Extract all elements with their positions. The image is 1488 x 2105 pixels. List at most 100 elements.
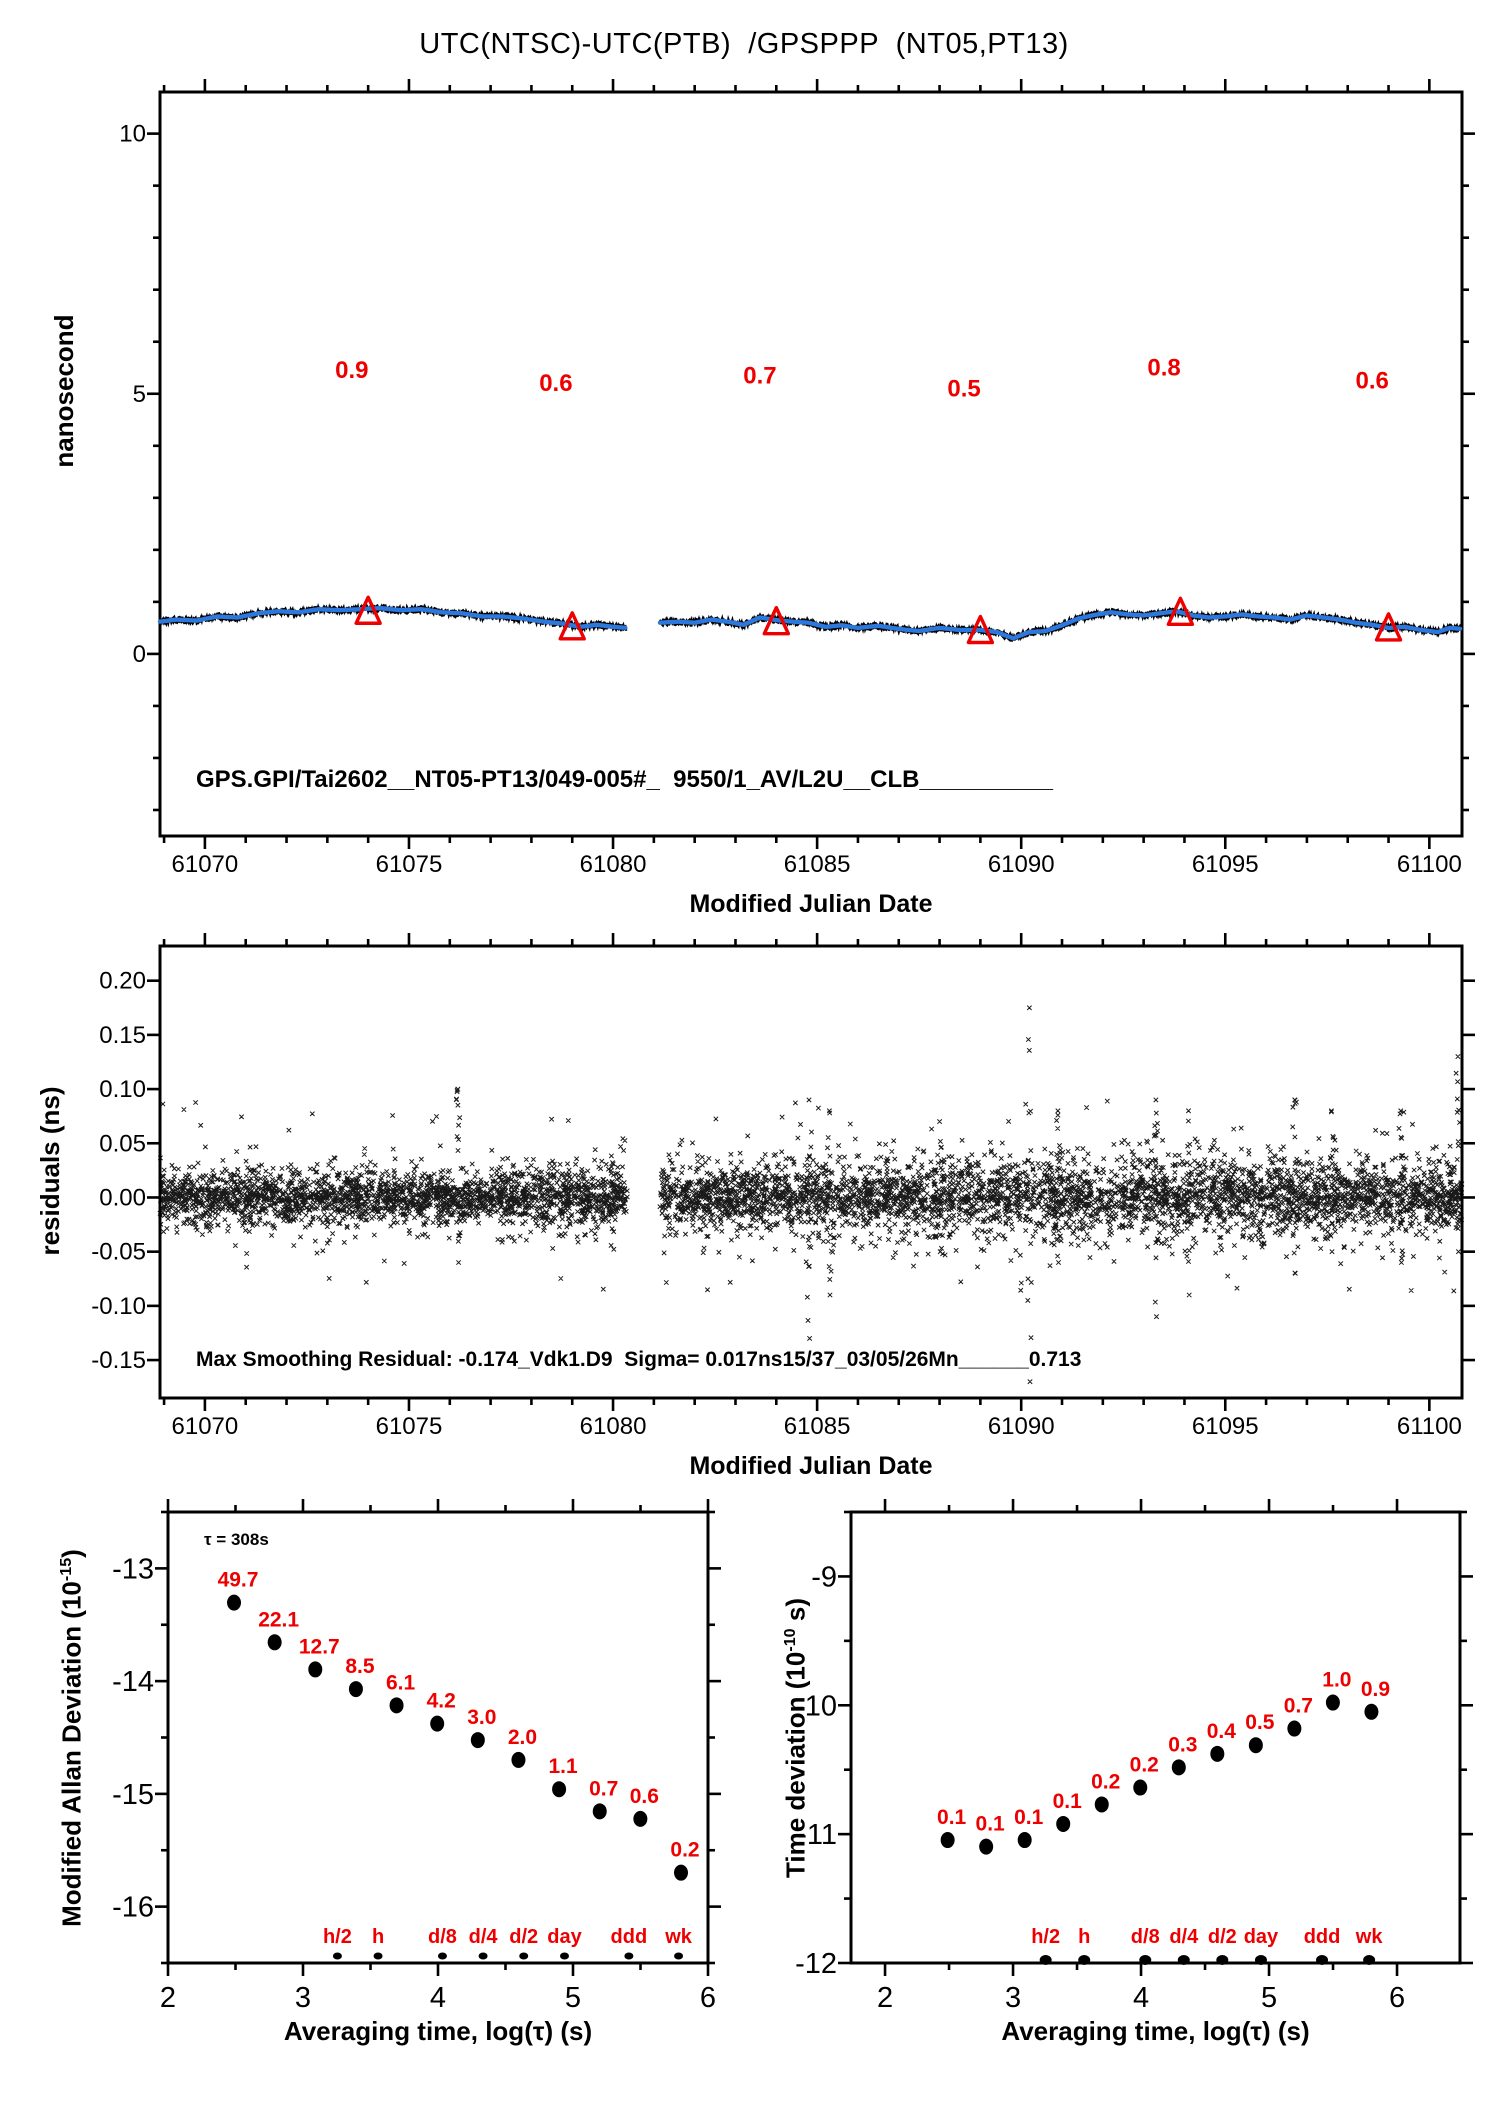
residual-scatter-markers [157, 1005, 1465, 1385]
y-tick-label: 0.15 [99, 1022, 146, 1049]
time-span-label: d/2 [509, 1926, 538, 1948]
time-span-label: day [1244, 1926, 1279, 1948]
figure-title: UTC(NTSC)-UTC(PTB) /GPSPPP (NT05,PT13) [419, 28, 1069, 60]
link-value-label: 0.5 [947, 375, 980, 402]
middle-panel: 61070 61075 61080 61085 61090 61095 61100 -0.15… [91, 933, 1475, 1440]
time-span-label: d/2 [1208, 1926, 1237, 1948]
deviation-point [633, 1810, 648, 1827]
deviation-point [674, 1864, 688, 1881]
axis-frame [158, 90, 1464, 838]
deviation-value-label: 22.1 [258, 1608, 299, 1631]
time-span-label: h [372, 1926, 384, 1948]
tau-annotation: τ = 308s [204, 1530, 269, 1549]
deviation-point [1056, 1815, 1071, 1832]
time-span-dot [478, 1952, 488, 1960]
y-tick-label: -0.05 [91, 1239, 146, 1266]
x-tick-label: 3 [1005, 1982, 1021, 2014]
deviation-value-label: 0.1 [1014, 1806, 1044, 1829]
x-tick-label: 61100 [1397, 851, 1462, 878]
time-span-dot [519, 1952, 529, 1960]
link-value-label: 0.8 [1147, 355, 1180, 382]
bottom-right-panel-xlabel: Averaging time, log(τ) (s) [1001, 2016, 1310, 2046]
smoothing-annotation: Max Smoothing Residual: -0.174_Vdk1.D9 S… [196, 1348, 1082, 1371]
x-tick-label: 61070 [172, 1413, 239, 1440]
calibration-triangle-marker [354, 595, 382, 625]
deviation-value-label: 12.7 [299, 1635, 340, 1658]
deviation-point [552, 1781, 567, 1798]
deviation-value-label: 1.0 [1322, 1669, 1351, 1692]
calibration-triangle-marker [558, 611, 586, 641]
deviation-point [1094, 1796, 1109, 1813]
deviation-value-label: 0.2 [1130, 1754, 1159, 1777]
y-tick-label: 0.10 [99, 1076, 146, 1103]
deviation-point [1248, 1737, 1263, 1754]
deviation-point [940, 1832, 955, 1849]
deviation-point [389, 1697, 404, 1714]
x-tick-label: 61095 [1192, 851, 1259, 878]
gps-link-annotation: GPS.GPI/Tai2602__NT05-PT13/049-005#_ 955… [196, 766, 1053, 793]
smoothed-line [157, 605, 628, 630]
time-span-label: h/2 [1031, 1926, 1060, 1948]
deviation-point [227, 1594, 242, 1611]
calibration-triangle-marker [1166, 596, 1195, 626]
time-span-dot [624, 1952, 634, 1960]
x-tick-label: 61075 [376, 851, 443, 878]
time-span-dot [674, 1952, 684, 1960]
time-span-dot [559, 1952, 569, 1960]
x-tick-label: 2 [160, 1982, 176, 2014]
deviation-value-label: 0.2 [670, 1839, 699, 1862]
deviation-value-label: 4.2 [427, 1690, 456, 1713]
deviation-value-label: 49.7 [218, 1569, 259, 1592]
x-tick-label: 61085 [784, 1413, 851, 1440]
y-tick-label: -0.15 [91, 1347, 146, 1374]
time-span-label: d/4 [1169, 1926, 1199, 1948]
deviation-value-label: 0.2 [1091, 1770, 1120, 1793]
deviation-value-label: 0.7 [1284, 1695, 1313, 1718]
deviation-value-label: 3.0 [467, 1706, 496, 1729]
deviation-point [470, 1732, 485, 1749]
time-span-label: d/8 [428, 1926, 457, 1948]
calibration-triangle-marker [966, 614, 995, 645]
top-panel-xlabel: Modified Julian Date [689, 890, 933, 918]
time-span-label: day [547, 1926, 582, 1948]
link-value-label: 0.6 [539, 370, 572, 397]
y-tick-label: -11 [797, 1819, 837, 1851]
x-tick-label: 61080 [580, 1413, 647, 1440]
deviation-value-label: 0.1 [1053, 1790, 1083, 1813]
y-tick-label: -0.10 [91, 1293, 146, 1320]
top-panel: 61070 61075 61080 61085 61090 61095 61100 0 5 10 0… [119, 79, 1475, 878]
deviation-point [430, 1715, 445, 1732]
time-span-dot [332, 1952, 342, 1960]
deviation-value-label: 6.1 [386, 1671, 416, 1694]
deviation-value-label: 0.5 [1245, 1711, 1275, 1734]
link-value-label: 0.9 [335, 357, 368, 384]
x-tick-label: 5 [1261, 1982, 1277, 2014]
x-tick-label: 5 [565, 1982, 581, 2014]
x-tick-label: 61085 [784, 851, 851, 878]
time-span-label: wk [1355, 1926, 1384, 1948]
y-tick-label: -12 [795, 1948, 837, 1980]
x-tick-label: 61090 [988, 851, 1055, 878]
axis-frame [158, 944, 1464, 1400]
deviation-value-label: 0.6 [630, 1785, 659, 1808]
y-tick-label: 5 [133, 381, 146, 408]
deviation-point [1287, 1720, 1302, 1737]
time-span-label: wk [664, 1926, 693, 1948]
y-tick-label: 10 [119, 121, 146, 148]
axis-frame [849, 1510, 1462, 1965]
y-tick-label: 0.20 [99, 968, 146, 995]
deviation-point [1017, 1832, 1032, 1849]
time-span-label: d/4 [469, 1926, 499, 1948]
deviation-point [1171, 1759, 1186, 1776]
y-tick-label: 0.00 [99, 1184, 146, 1211]
x-tick-label: 61095 [1192, 1413, 1259, 1440]
x-tick-label: 6 [700, 1982, 716, 2014]
y-tick-label: 0 [133, 641, 146, 668]
deviation-value-label: 1.1 [548, 1755, 578, 1778]
time-span-dot [373, 1952, 383, 1960]
y-tick-label: -14 [112, 1666, 154, 1698]
deviation-value-label: 0.3 [1168, 1733, 1197, 1756]
x-tick-label: 61070 [172, 851, 239, 878]
